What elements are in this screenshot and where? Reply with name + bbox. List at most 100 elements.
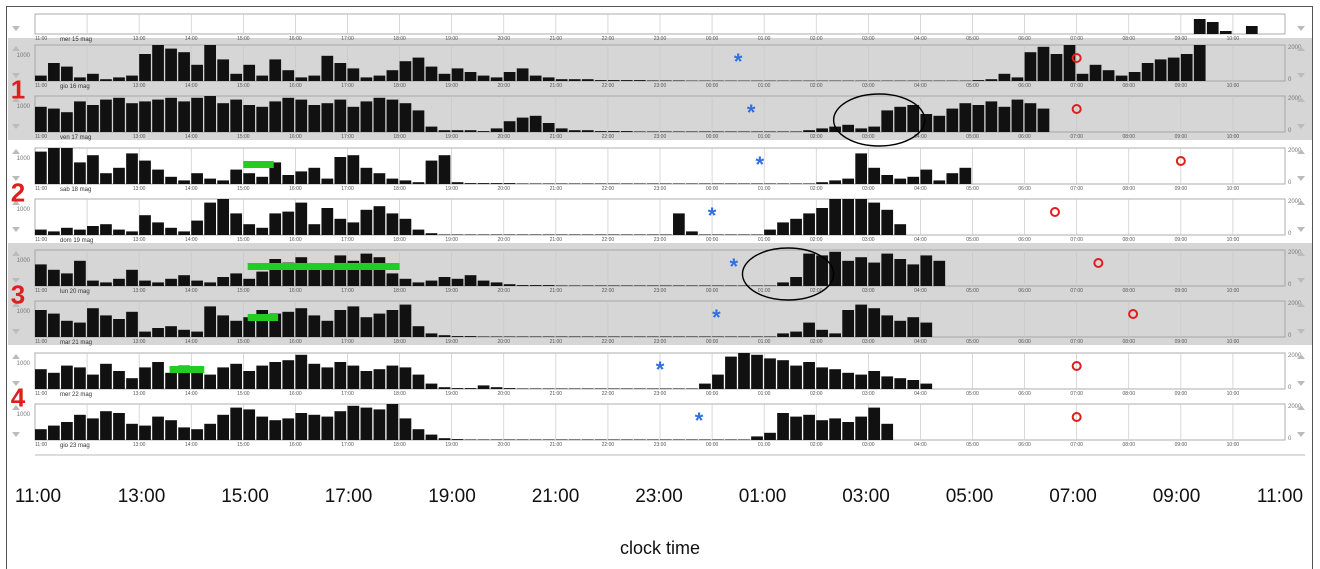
mini-tick-label: 11:00 bbox=[35, 339, 47, 345]
scroll-arrow-icon bbox=[12, 97, 20, 102]
activity-bar bbox=[1115, 75, 1128, 81]
scroll-arrow-icon bbox=[1297, 97, 1305, 102]
activity-bar bbox=[777, 222, 789, 235]
activity-bar bbox=[829, 199, 841, 235]
activity-bar bbox=[178, 427, 190, 440]
activity-bar bbox=[425, 434, 438, 440]
activity-bar bbox=[165, 326, 177, 337]
activity-bar bbox=[1219, 31, 1232, 34]
mini-tick-label: 17:00 bbox=[341, 186, 354, 192]
activity-bar bbox=[568, 183, 581, 184]
activity-bar bbox=[1154, 59, 1167, 81]
activity-bar bbox=[139, 160, 151, 184]
mini-tick-label: 07:00 bbox=[1070, 288, 1083, 294]
activity-bar bbox=[399, 367, 412, 389]
activity-bar bbox=[516, 439, 529, 440]
activity-bar bbox=[373, 173, 386, 184]
activity-bar bbox=[790, 331, 802, 337]
activity-bar bbox=[139, 54, 151, 81]
activity-bar bbox=[1128, 72, 1141, 81]
x-axis-title: clock time bbox=[619, 538, 701, 558]
activity-bar bbox=[1193, 45, 1206, 81]
scroll-arrow-icon bbox=[1297, 432, 1305, 437]
mini-tick-label: 08:00 bbox=[1122, 339, 1135, 345]
mini-tick-label: 13:00 bbox=[133, 186, 146, 192]
x-tick-label: 15:00 bbox=[221, 486, 269, 507]
activity-bar bbox=[100, 99, 112, 132]
activity-bar bbox=[555, 183, 568, 184]
activity-bar bbox=[712, 336, 724, 337]
activity-bar bbox=[881, 175, 894, 184]
activity-bar bbox=[907, 317, 920, 337]
scroll-arrow-icon bbox=[1297, 251, 1305, 256]
activity-bar bbox=[503, 388, 516, 389]
activity-bar bbox=[790, 416, 802, 440]
activity-bar bbox=[74, 322, 86, 337]
scroll-arrow-icon bbox=[12, 124, 20, 129]
activity-bar bbox=[308, 224, 321, 235]
activity-bar bbox=[894, 106, 907, 132]
mini-tick-label: 23:00 bbox=[654, 339, 667, 345]
mini-tick-label: 08:00 bbox=[1122, 237, 1135, 243]
activity-bar bbox=[464, 234, 477, 235]
activity-bar bbox=[607, 336, 620, 337]
activity-bar bbox=[568, 388, 581, 389]
activity-bar bbox=[438, 130, 451, 132]
activity-bar bbox=[868, 202, 881, 235]
activity-bar bbox=[803, 213, 815, 235]
activity-bar bbox=[516, 336, 529, 337]
activity-bar bbox=[529, 439, 542, 440]
activity-bar bbox=[87, 308, 99, 337]
activity-bar bbox=[48, 372, 60, 389]
activity-bar bbox=[803, 253, 815, 286]
activity-bar bbox=[464, 72, 477, 81]
activity-bar bbox=[516, 388, 529, 389]
activity-bar bbox=[725, 439, 737, 440]
mini-tick-label: 10:00 bbox=[1227, 288, 1240, 294]
activity-bar bbox=[438, 73, 451, 81]
activity-bar bbox=[191, 97, 203, 132]
activity-bar bbox=[620, 388, 633, 389]
scroll-arrow-icon bbox=[12, 251, 20, 256]
scroll-arrow-icon bbox=[12, 149, 20, 154]
activity-bar bbox=[764, 131, 776, 132]
activity-bar bbox=[594, 388, 607, 389]
activity-bar bbox=[451, 130, 464, 132]
mini-tick-label: 15:00 bbox=[237, 339, 250, 345]
activity-bar bbox=[35, 264, 47, 286]
activity-bar bbox=[35, 75, 47, 81]
sleep-onset-marker: * bbox=[712, 305, 721, 330]
activity-bar bbox=[699, 336, 711, 337]
activity-bar bbox=[712, 131, 724, 132]
activity-bar bbox=[451, 182, 464, 184]
activity-bar bbox=[516, 68, 529, 81]
activity-bar bbox=[87, 155, 99, 184]
mini-tick-label: 16:00 bbox=[289, 391, 302, 397]
activity-bar bbox=[425, 333, 438, 337]
activity-bar bbox=[334, 255, 347, 286]
x-tick-label: 13:00 bbox=[117, 486, 166, 507]
activity-bar bbox=[477, 131, 490, 132]
activity-bar bbox=[178, 101, 190, 132]
activity-bar bbox=[1245, 26, 1258, 34]
mini-tick-label: 11:00 bbox=[35, 442, 47, 448]
activity-bar bbox=[256, 106, 269, 132]
mini-tick-label: 20:00 bbox=[497, 391, 510, 397]
mini-tick-label: 19:00 bbox=[445, 391, 458, 397]
mini-tick-label: 08:00 bbox=[1122, 83, 1135, 89]
activity-bar bbox=[386, 213, 399, 235]
activity-bar bbox=[607, 131, 620, 132]
scroll-arrow-icon bbox=[1297, 381, 1305, 386]
activity-bar bbox=[165, 420, 177, 440]
activity-bar bbox=[686, 285, 698, 286]
activity-bar bbox=[1102, 70, 1115, 81]
activity-bar bbox=[321, 269, 334, 286]
activity-bar bbox=[816, 208, 828, 235]
activity-bar bbox=[816, 182, 828, 184]
activity-bar bbox=[712, 439, 724, 440]
activity-bar bbox=[464, 130, 477, 132]
x-tick-label: 11:00 bbox=[14, 486, 62, 507]
mini-tick-label: 11:00 bbox=[35, 83, 47, 89]
mini-tick-label: 07:00 bbox=[1070, 83, 1083, 89]
activity-bar bbox=[269, 420, 282, 440]
